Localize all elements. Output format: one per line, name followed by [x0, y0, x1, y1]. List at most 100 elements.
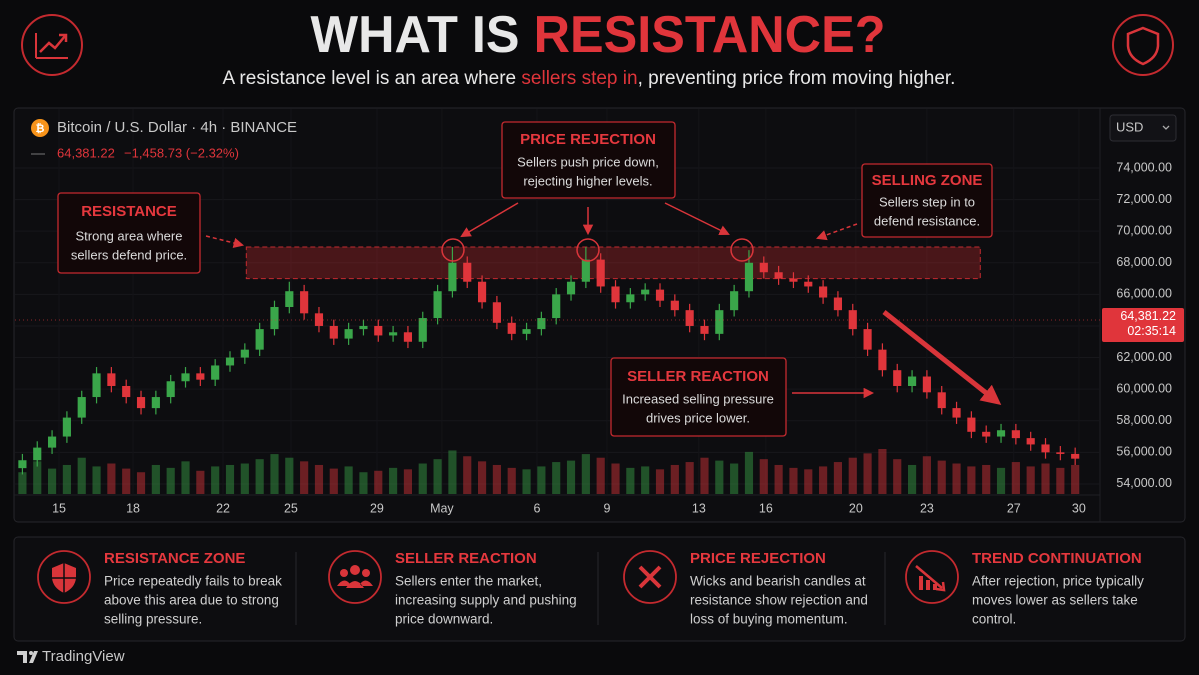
- x-tick-label: 27: [1007, 501, 1021, 515]
- volume-bar: [893, 459, 902, 494]
- candle-body: [433, 291, 442, 319]
- candle-body: [300, 291, 309, 314]
- candle-body: [537, 318, 546, 330]
- candle-body: [255, 329, 264, 350]
- card-divider: [295, 552, 886, 625]
- card-text: Price repeatedly fails to break: [104, 574, 282, 589]
- annotation-selling-zone: SELLING ZONE Sellers step in to defend r…: [816, 163, 993, 241]
- candle-body: [403, 332, 413, 342]
- volume-bar: [833, 462, 843, 494]
- volume-bar: [967, 466, 976, 494]
- volume-bar: [270, 454, 279, 494]
- candle-body: [270, 307, 279, 330]
- volume-bar: [403, 469, 413, 494]
- current-price: 64,381.22: [57, 145, 115, 160]
- candle-body: [1041, 444, 1050, 453]
- candle-body: [581, 259, 590, 282]
- x-tick-label: 6: [533, 501, 540, 515]
- x-tick-label: 18: [126, 501, 140, 515]
- candle-body: [181, 373, 190, 382]
- card-title: SELLER REACTION: [395, 550, 537, 567]
- candle-body: [878, 349, 887, 371]
- candle-body: [552, 294, 561, 319]
- volume-bar: [389, 467, 398, 494]
- volume-bar: [122, 468, 131, 494]
- candle-body: [448, 262, 457, 292]
- x-tick-label: 15: [52, 501, 66, 515]
- countdown: 02:35:14: [1127, 324, 1176, 338]
- subtitle-highlight: sellers step in: [521, 68, 637, 89]
- last-price-box: [1102, 307, 1184, 342]
- header-icon-right: [1112, 14, 1174, 76]
- volume-bar: [878, 449, 887, 494]
- volume-bar: [225, 464, 235, 494]
- candle-body: [211, 365, 220, 380]
- last-price-label: 64,381.22: [1120, 309, 1176, 323]
- volume-bar: [581, 454, 590, 494]
- axes: 54,000.00 56,000.00 58,000.00 60,000.00 62,0…: [52, 160, 1184, 515]
- candle-body: [77, 397, 86, 418]
- brand-logo-dot: [29, 651, 33, 655]
- cards-panel: [13, 536, 1186, 642]
- y-tick-label: 60,000.00: [1116, 381, 1172, 395]
- x-tick-label: 22: [216, 501, 230, 515]
- volume-bar: [952, 463, 961, 494]
- x-tick-label: May: [430, 501, 454, 515]
- candle-body: [863, 329, 872, 350]
- volume-bar: [655, 469, 665, 494]
- volume-bar: [344, 466, 353, 494]
- currency-select[interactable]: [1109, 114, 1177, 142]
- volume-bar: [937, 460, 946, 494]
- candle-body: [922, 376, 931, 393]
- candle-body: [47, 436, 57, 448]
- card-text: After rejection, price typically: [972, 574, 1144, 589]
- candle-body: [1056, 452, 1065, 454]
- candle-body: [359, 325, 368, 330]
- candle-body: [463, 262, 472, 282]
- card-text: resistance show rejection and: [690, 593, 868, 608]
- candle-body: [982, 431, 991, 437]
- volume-bar: [1011, 462, 1020, 494]
- card-title: RESISTANCE ZONE: [104, 550, 245, 567]
- volume-bar: [907, 464, 917, 494]
- volume-bar: [685, 462, 694, 494]
- candle-body: [225, 357, 235, 366]
- candle-body: [670, 300, 679, 311]
- y-tick-label: 68,000.00: [1116, 255, 1172, 269]
- candle-body: [389, 332, 398, 336]
- volume-bar: [18, 472, 27, 494]
- card-text: above this area due to strong: [104, 593, 279, 608]
- candle-body: [715, 310, 724, 334]
- candle-body: [344, 329, 353, 339]
- candle-body: [833, 297, 843, 311]
- candle-body: [107, 373, 116, 386]
- volume-bar: [47, 468, 57, 494]
- annotation-text: drives price lower.: [646, 410, 750, 425]
- annotation-title: PRICE REJECTION: [520, 131, 656, 148]
- header-icon-left: [21, 14, 83, 76]
- candle-body: [33, 447, 42, 461]
- candle-body: [655, 289, 665, 301]
- y-tick-label: 74,000.00: [1116, 160, 1172, 174]
- trend-arrow: [882, 310, 1002, 405]
- card-text: Wicks and bearish candles at: [690, 574, 866, 589]
- card-title: PRICE REJECTION: [690, 550, 826, 567]
- brand: TradingView: [42, 648, 125, 665]
- candle-body: [122, 385, 131, 398]
- subtitle-start: A resistance level is an area where: [223, 68, 522, 89]
- annotation-text: Sellers step in to: [879, 194, 975, 209]
- volume-bar: [863, 453, 872, 494]
- card-resistance-zone: RESISTANCE ZONE Price repeatedly fails t…: [37, 550, 282, 627]
- plot: [15, 246, 1100, 494]
- card-price-rejection: PRICE REJECTION Wicks and bearish candle…: [623, 550, 868, 627]
- volume-bar: [240, 463, 249, 494]
- annotation-text: Increased selling pressure: [622, 391, 774, 406]
- volume-bar: [151, 464, 160, 494]
- annotation-price-rejection: PRICE REJECTION Sellers push price down,…: [460, 121, 730, 238]
- candle-body: [566, 281, 576, 295]
- card-seller-reaction: SELLER REACTION Sellers enter the market…: [328, 550, 577, 627]
- candle-body: [596, 259, 605, 287]
- candle-body: [62, 417, 71, 437]
- x-tick-label: 9: [603, 501, 610, 515]
- volume-bar: [1026, 466, 1035, 494]
